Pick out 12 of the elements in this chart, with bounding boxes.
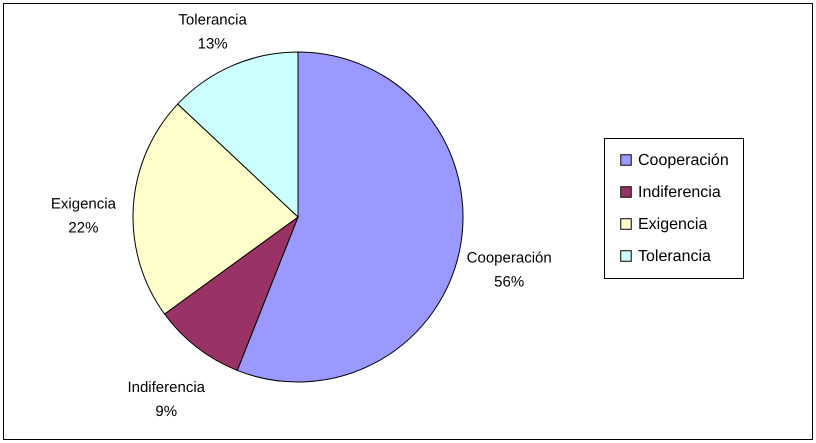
data-label: 13% [198, 36, 228, 53]
legend-label: Tolerancia [638, 248, 712, 265]
data-label: 9% [155, 402, 178, 420]
legend-label: Indiferencia [638, 184, 721, 201]
data-label: 56% [494, 273, 524, 290]
slice-label: Cooperación [466, 249, 552, 266]
slice-label: Indiferencia [127, 378, 206, 396]
slice-label: Tolerancia [178, 12, 248, 29]
legend-label: Cooperación [638, 152, 729, 169]
data-label: 22% [68, 220, 98, 236]
legend-label: Exigencia [638, 216, 708, 233]
slice-label: Exigencia [50, 196, 117, 212]
